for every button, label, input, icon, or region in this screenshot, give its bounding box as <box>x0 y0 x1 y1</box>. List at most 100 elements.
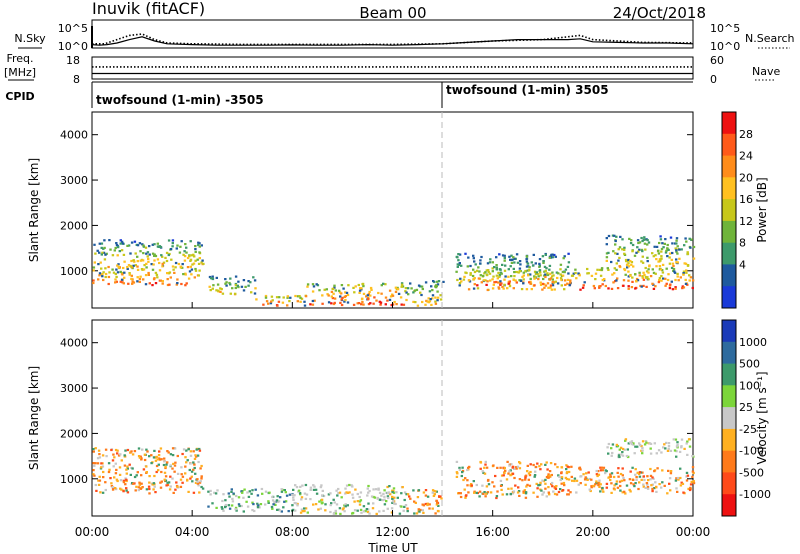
velocity-cell <box>172 491 175 494</box>
power-cell <box>244 285 247 288</box>
power-cell <box>254 287 257 290</box>
velocity-cell <box>276 508 279 511</box>
power-cell <box>626 263 629 266</box>
power-cell <box>627 285 630 288</box>
power-cell <box>396 288 400 291</box>
velocity-cell <box>94 462 97 465</box>
velocity-cell <box>359 491 363 494</box>
velocity-cell <box>367 491 370 494</box>
power-cell <box>503 259 506 262</box>
velocity-cell <box>547 486 550 489</box>
power-cell <box>192 262 196 265</box>
velocity-cell <box>194 481 198 484</box>
velocity-cell <box>669 449 673 452</box>
power-cell <box>627 275 630 278</box>
power-cell <box>643 236 646 239</box>
power-cell <box>641 275 644 278</box>
velocity-cell <box>629 482 633 485</box>
velocity-cell <box>649 474 653 477</box>
power-cell <box>603 279 606 282</box>
power-cell <box>515 270 518 274</box>
power-cell <box>649 275 653 278</box>
velocity-cell <box>607 476 610 479</box>
velocity-cell <box>554 487 558 490</box>
power-cell <box>631 276 634 279</box>
velocity-cell <box>529 463 532 466</box>
velocity-cell <box>193 466 196 470</box>
velocity-cell <box>504 469 507 472</box>
velocity-cell <box>309 498 312 501</box>
power-cell <box>621 248 624 251</box>
velocity-cell <box>594 483 597 486</box>
velocity-cell <box>571 479 574 482</box>
power-cell <box>405 291 408 294</box>
power-cell <box>367 298 370 301</box>
power-cell <box>136 276 139 279</box>
velocity-cell <box>606 446 609 449</box>
velocity-cell <box>389 493 392 496</box>
power-cell <box>603 278 606 281</box>
velocity-cell <box>518 462 522 465</box>
velocity-cell <box>618 480 622 483</box>
power-cell <box>327 301 331 304</box>
velocity-cell <box>198 449 202 452</box>
velocity-cell <box>395 491 398 494</box>
power-cell <box>684 282 688 285</box>
power-cell <box>544 253 547 256</box>
velocity-cell <box>377 487 380 490</box>
power-cell <box>500 282 503 285</box>
velocity-cell <box>148 492 151 495</box>
velocity-cell <box>522 491 525 494</box>
velocity-cell <box>467 466 470 469</box>
velocity-cell <box>200 477 203 480</box>
velocity-cell <box>365 508 369 511</box>
power-cell <box>270 295 274 298</box>
velocity-cell <box>227 492 230 495</box>
power-cell <box>159 279 162 282</box>
power-cell <box>178 251 182 254</box>
power-cell <box>151 284 154 287</box>
velocity-cell <box>502 474 505 477</box>
power-cell <box>630 261 634 264</box>
power-cell <box>177 262 181 266</box>
power-cell <box>123 271 126 274</box>
power-cell <box>658 241 661 245</box>
velocity-cell <box>346 491 350 494</box>
power-cell <box>529 277 532 280</box>
velocity-cell <box>514 466 518 469</box>
velocity-cell <box>560 466 563 469</box>
velocity-cell <box>622 476 625 480</box>
velocity-cell <box>396 496 399 499</box>
velocity-cell <box>303 510 306 513</box>
velocity-cell <box>301 484 304 487</box>
power-cell <box>434 285 437 288</box>
velocity-cell <box>500 488 503 491</box>
power-cell <box>158 269 162 272</box>
velocity-cell <box>401 486 404 489</box>
power-cell <box>476 284 479 287</box>
power-cell <box>151 252 155 255</box>
velocity-cell <box>145 448 148 451</box>
velocity-cell <box>196 480 199 483</box>
velocity-cell <box>634 468 637 471</box>
power-cell <box>526 262 530 265</box>
power-cell <box>132 259 135 262</box>
velocity-cell <box>163 471 167 474</box>
power-cell <box>495 268 499 271</box>
velocity-cell <box>509 469 512 472</box>
power-cell <box>491 287 495 290</box>
velocity-cell <box>240 504 243 508</box>
velocity-cell <box>419 508 422 511</box>
power-cell <box>116 246 120 249</box>
cpid-segment-2: twofsound (1-min) 3505 <box>446 83 609 97</box>
velocity-cell <box>319 486 323 489</box>
power-cell <box>513 271 516 274</box>
velocity-cell <box>403 491 407 494</box>
power-cell <box>629 259 632 263</box>
velocity-cell <box>639 444 642 447</box>
power-cell <box>651 268 654 271</box>
velocity-cell <box>505 478 509 481</box>
power-cell <box>133 260 136 263</box>
power-cell <box>130 265 133 268</box>
velocity-cell <box>560 477 564 480</box>
